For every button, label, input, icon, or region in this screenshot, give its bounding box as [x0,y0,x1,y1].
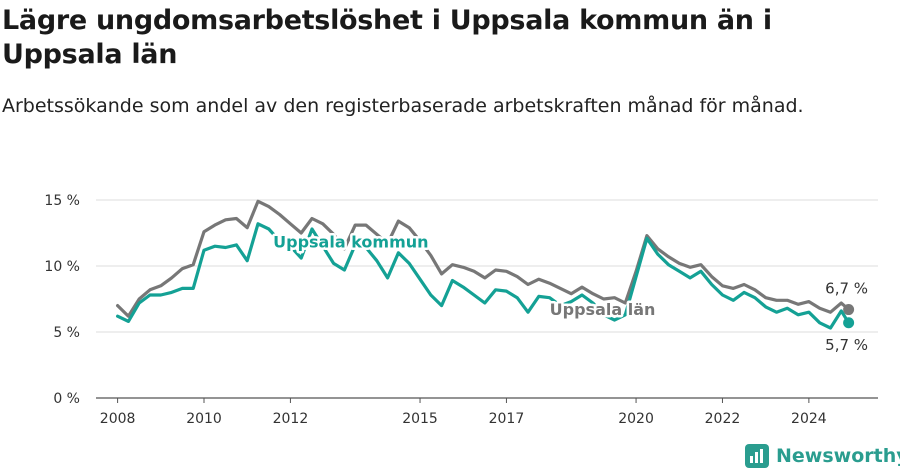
y-gridlines [96,199,878,399]
brand-name: Newsworthy [776,445,900,467]
series-line-uppsala-kommun [116,222,851,330]
x-tick-label: 2010 [186,411,222,427]
x-tick-label: 2024 [791,411,827,427]
newsworthy-logo-icon [745,444,769,468]
x-tick-label: 2008 [100,411,136,427]
newsworthy-brand: Newsworthy [744,442,900,470]
series-label-uppsala-kommun: Uppsala kommun [273,233,428,252]
series-label-uppsala-lan: Uppsala län [550,300,656,319]
y-tick-label: 0 % [53,391,80,407]
y-tick-label: 15 % [44,193,80,209]
chart-title: Lägre ungdomsarbetslöshet i Uppsala komm… [2,5,772,70]
end-point-uppsala-lan [843,304,855,316]
end-value-label-uppsala-kommun: 5,7 % [825,336,868,354]
y-axis: 0 % 5 % 10 % 15 % [44,193,80,407]
chart-subtitle: Arbetssökande som andel av den registerb… [2,95,804,117]
y-tick-label: 10 % [44,259,80,275]
x-tick-label: 2022 [705,411,741,427]
x-tick-label: 2015 [402,411,438,427]
end-point-uppsala-kommun [843,317,855,329]
x-tick-label: 2012 [273,411,309,427]
x-tick-label: 2017 [489,411,525,427]
series-lines [116,199,855,330]
x-tick-label: 2020 [618,411,654,427]
series-line-uppsala-lan [116,199,851,318]
end-value-label-uppsala-lan: 6,7 % [825,280,868,298]
series-labels: 6,7 % 5,7 % Uppsala län Uppsala kommun [271,230,868,354]
x-axis: 2008 2010 2012 2015 2017 2020 2022 2024 [100,398,827,427]
y-tick-label: 5 % [53,325,80,341]
